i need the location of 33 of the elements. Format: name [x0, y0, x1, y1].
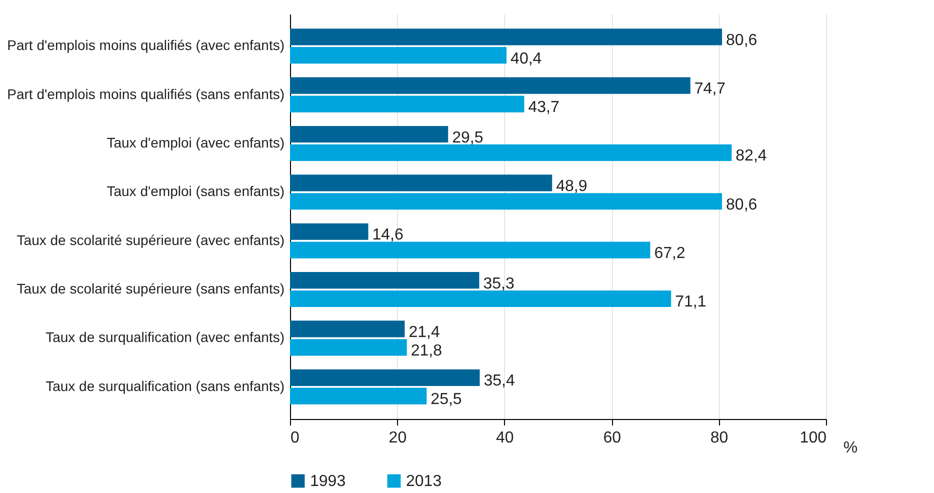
data-label: 82,4 — [736, 148, 767, 165]
x-tick-label: 0 — [290, 430, 300, 446]
data-label: 21,4 — [408, 324, 440, 341]
x-tick-label: 100 — [800, 430, 827, 446]
y-tick-label: Part d'emplois moins qualifiés (sans enfants) — [7, 86, 284, 102]
data-label: 29,5 — [452, 129, 484, 146]
data-label: 67,2 — [654, 245, 686, 262]
data-label: 48,9 — [556, 178, 588, 195]
y-tick-label: Taux de surqualification (avec enfants) — [46, 329, 284, 346]
x-axis-title: % — [843, 440, 858, 456]
data-label: 74,7 — [694, 80, 726, 98]
data-label: 35,3 — [483, 275, 514, 292]
data-label: 43,7 — [528, 99, 560, 116]
y-tick-label: Taux de surqualification (sans enfants) — [46, 378, 284, 394]
data-label: 14,6 — [372, 226, 404, 244]
y-tick-label: Part d'emplois moins qualifiés (avec enfants) — [7, 37, 284, 54]
data-label: 40,4 — [510, 50, 542, 68]
x-tick-label: 40 — [496, 430, 514, 446]
data-label: 35,4 — [484, 372, 515, 390]
data-label: 21,8 — [410, 342, 442, 360]
data-label: 80,6 — [726, 196, 758, 214]
legend-label: 1993 — [310, 473, 346, 490]
y-tick-label: Taux d'emploi (avec enfants) — [106, 134, 284, 150]
legend-label: 2013 — [406, 473, 442, 490]
y-tick-label: Taux d'emploi (sans enfants) — [106, 183, 284, 200]
y-tick-label: Taux de scolarité supérieure (avec enfants) — [16, 232, 284, 248]
data-label: 71,1 — [675, 294, 706, 311]
data-label: 80,6 — [726, 32, 758, 49]
data-label: 25,5 — [430, 391, 462, 408]
x-tick-label: 80 — [710, 430, 728, 446]
x-tick-label: 60 — [603, 430, 622, 446]
y-tick-label: Taux de scolarité supérieure (sans enfants) — [16, 280, 284, 297]
x-tick-label: 20 — [388, 430, 407, 446]
